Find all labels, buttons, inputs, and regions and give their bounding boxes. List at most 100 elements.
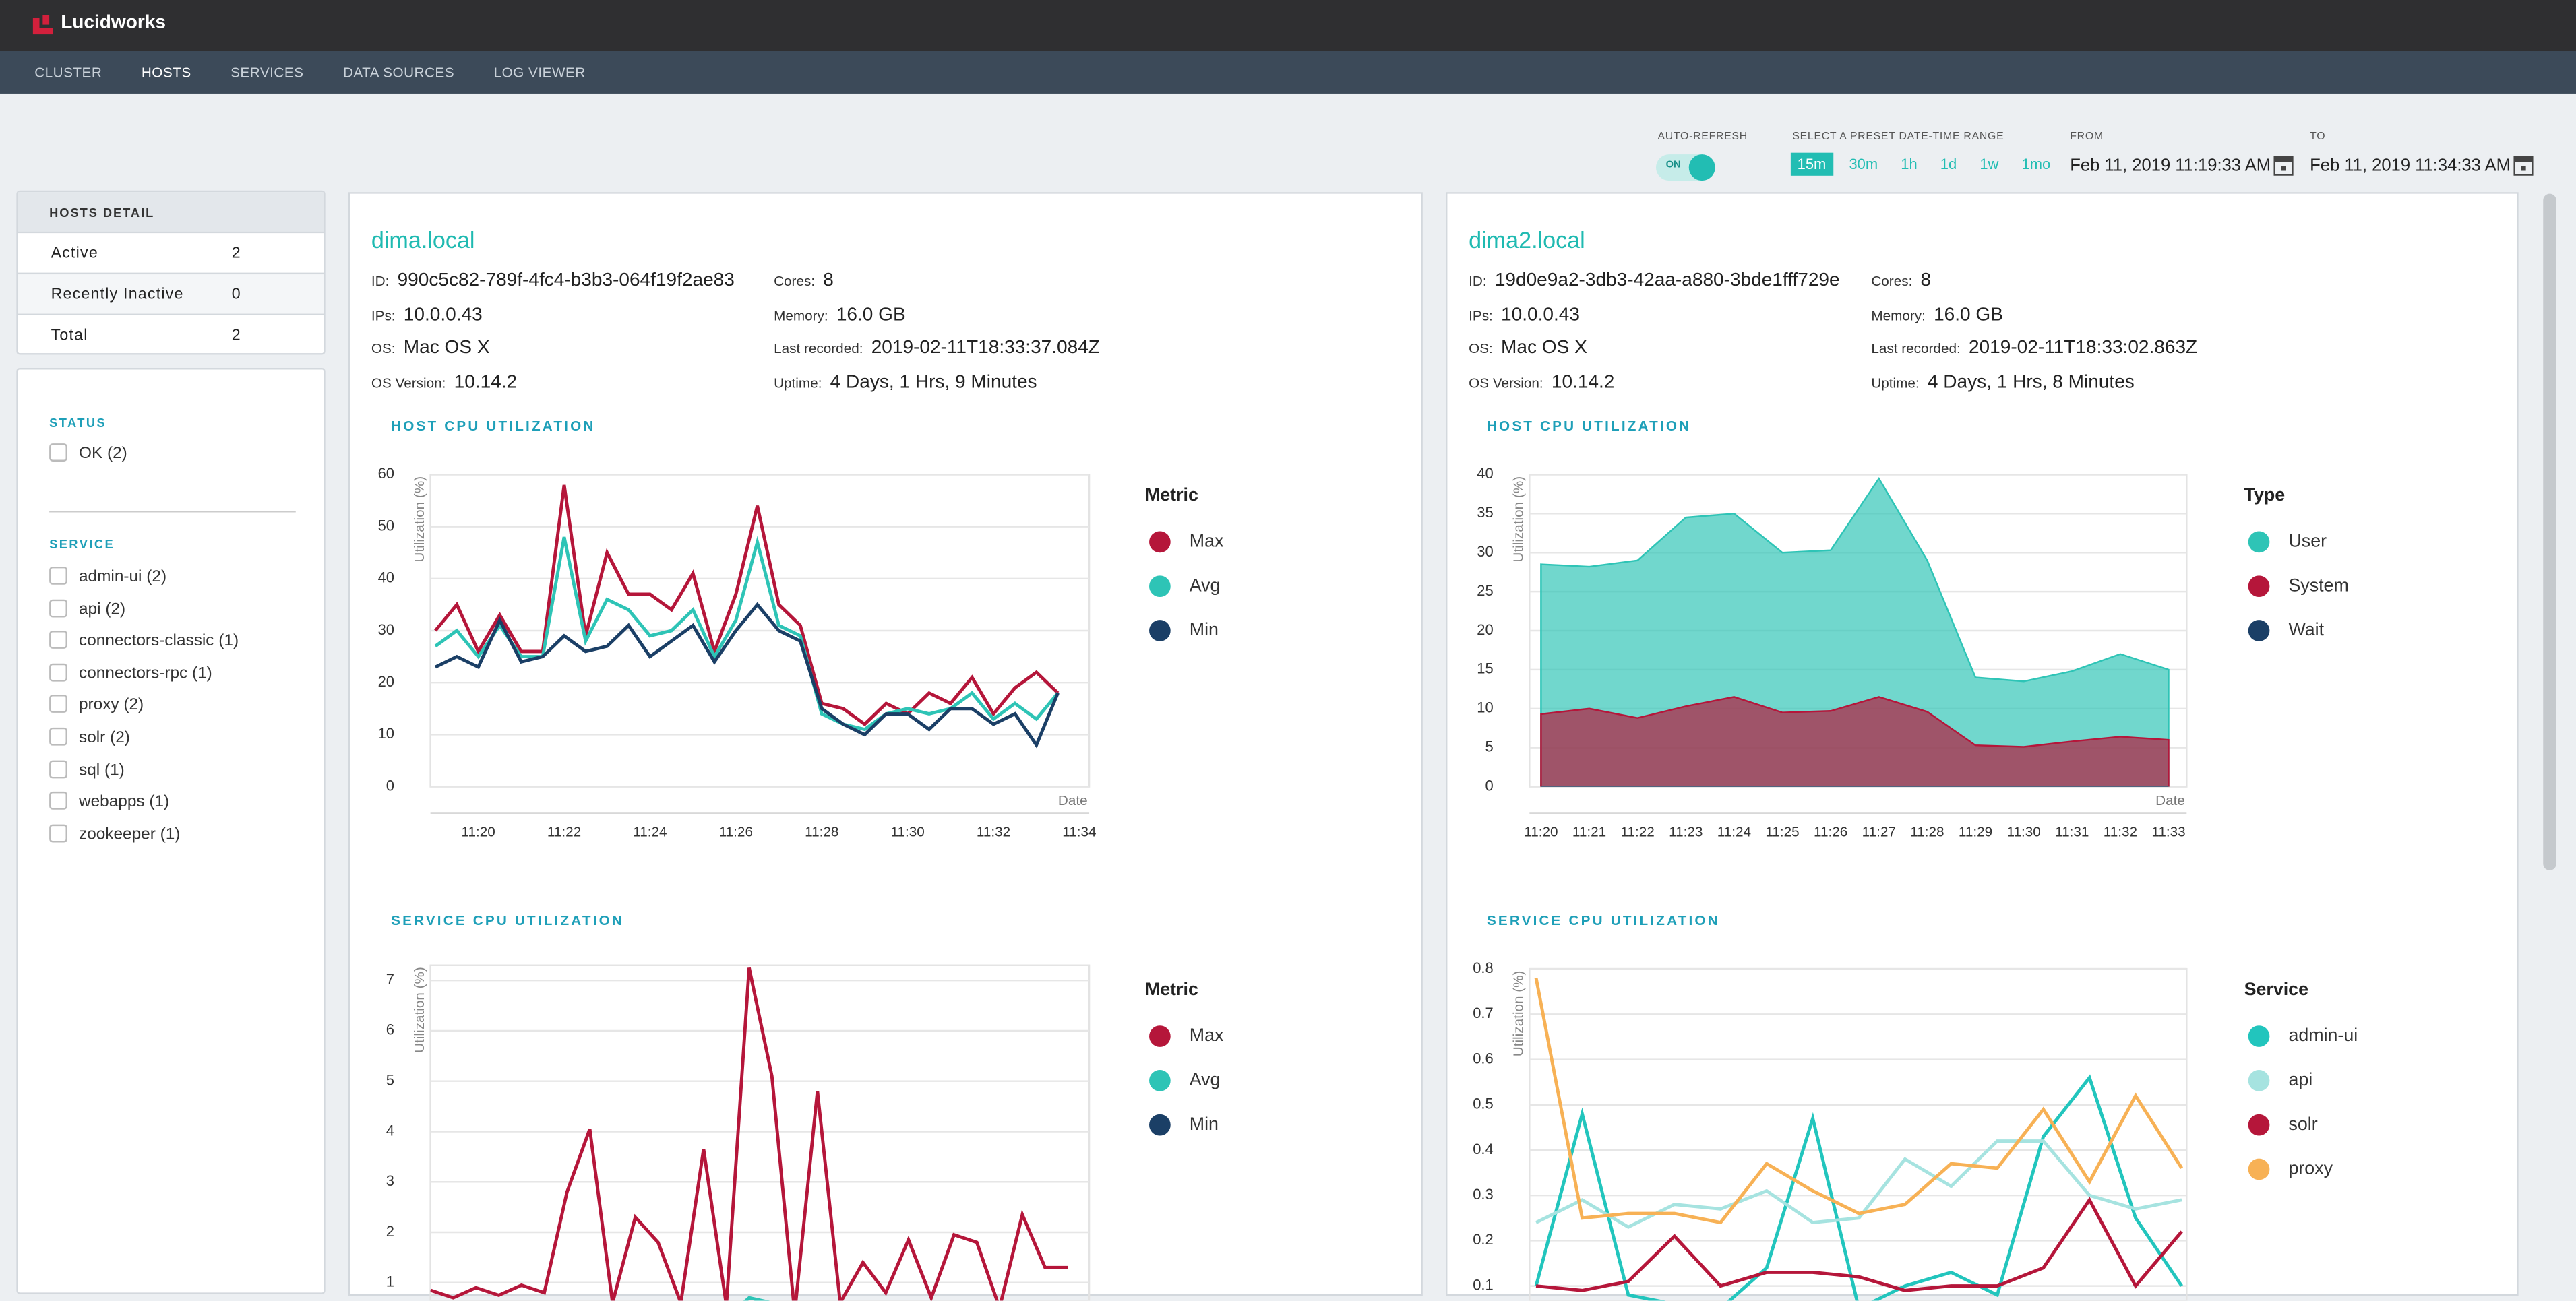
y-tick-label: 0.2: [1473, 1231, 1493, 1248]
nav-tab[interactable]: DATA SOURCES: [342, 64, 455, 81]
series-line: [1534, 978, 2184, 1225]
series-line: [434, 484, 1060, 727]
nav-tab[interactable]: LOG VIEWER: [493, 64, 586, 81]
filter-item[interactable]: connectors-classic (1): [49, 631, 239, 651]
y-tick-label: 50: [378, 517, 394, 534]
checkbox[interactable]: [49, 695, 67, 713]
filter-count: (1): [160, 825, 181, 844]
series-line: [1535, 1139, 2182, 1230]
y-tick-label: 2: [386, 1223, 394, 1240]
filter-item[interactable]: solr (2): [49, 727, 130, 747]
y-tick-label: 20: [378, 673, 394, 690]
filter-item[interactable]: admin-ui (2): [49, 566, 166, 586]
filter-name: webapps: [79, 793, 145, 812]
hosts-detail-panel: HOSTS DETAIL Active 2 Recently Inactive 0 To…: [16, 190, 326, 355]
filter-item[interactable]: OK (2): [49, 443, 127, 463]
x-tick-label: 11:25: [1765, 824, 1799, 839]
series-line: [430, 967, 1068, 1301]
host-field: Memory: 16.0 GB: [1871, 298, 2197, 331]
host-name[interactable]: dima2.local: [1469, 226, 1585, 253]
preset-button[interactable]: 15m: [1790, 152, 1833, 176]
preset-button[interactable]: 30m: [1849, 156, 1878, 172]
preset-button[interactable]: 1mo: [2021, 156, 2051, 172]
filter-item[interactable]: proxy (2): [49, 695, 144, 715]
filter-count: (1): [104, 761, 125, 780]
to-date[interactable]: Feb 11, 2019 11:34:33 AM: [2310, 156, 2511, 176]
checkbox[interactable]: [49, 824, 67, 842]
divider: [49, 511, 296, 513]
y-tick-label: 30: [1477, 543, 1493, 560]
detail-label: Recently Inactive: [51, 286, 184, 304]
nav-tab[interactable]: CLUSTER: [34, 64, 102, 81]
checkbox[interactable]: [49, 598, 67, 617]
logo-icon: [32, 14, 53, 35]
detail-label: Active: [51, 245, 98, 263]
plot: [1534, 978, 2184, 1301]
host-card: dima.local ID: 990c5c82-789f-4fc4-b3b3-064…: [348, 192, 1423, 1296]
field-value: Mac OS X: [1501, 338, 1587, 358]
x-tick-label: 11:23: [1669, 824, 1703, 839]
calendar-icon[interactable]: [2273, 154, 2294, 176]
field-value: 8: [1920, 271, 1932, 291]
from-date[interactable]: Feb 11, 2019 11:19:33 AM: [2070, 156, 2271, 176]
plot: [434, 484, 1060, 749]
y-tick-label: 0: [386, 777, 394, 794]
filter-count: (2): [107, 445, 127, 464]
detail-row: Recently Inactive 0: [18, 272, 324, 314]
x-tick-label: 11:20: [461, 824, 495, 839]
checkbox[interactable]: [49, 663, 67, 682]
legend-label: Wait: [2288, 619, 2324, 639]
legend-swatch: [2248, 1025, 2270, 1047]
field-label: Uptime:: [1871, 373, 1920, 390]
checkbox[interactable]: [49, 759, 67, 778]
panel-header: [18, 192, 324, 232]
checkbox[interactable]: [49, 792, 67, 811]
y-tick-label: 40: [378, 569, 394, 586]
y-tick-label: 10: [1477, 699, 1493, 716]
calendar-icon[interactable]: [2513, 154, 2534, 176]
y-axis-label: Utilization (%): [1511, 971, 1527, 1057]
host-field: ID: 990c5c82-789f-4fc4-b3b3-064f19f2ae83: [371, 264, 774, 298]
y-tick-label: 35: [1477, 504, 1493, 521]
host-field: ID: 19d0e9a2-3db3-42aa-a880-3bde1fff729e: [1469, 264, 1871, 298]
host-field: Cores: 8: [1871, 264, 2197, 298]
checkbox[interactable]: [49, 727, 67, 746]
filter-item[interactable]: sql (1): [49, 759, 125, 780]
field-label: ID:: [371, 272, 390, 289]
filter-name: connectors-classic: [79, 632, 214, 651]
preset-button[interactable]: 1h: [1901, 156, 1918, 172]
preset-button[interactable]: 1w: [1980, 156, 1999, 172]
y-tick-label: 5: [386, 1072, 394, 1089]
filter-item[interactable]: zookeeper (1): [49, 824, 180, 844]
filter-item[interactable]: webapps (1): [49, 792, 169, 812]
legend-swatch: [1149, 1114, 1171, 1136]
legend-swatch: [1149, 1025, 1171, 1047]
x-tick-label: 11:34: [1062, 824, 1096, 839]
field-label: ID:: [1469, 272, 1487, 289]
scrollbar[interactable]: [2543, 193, 2556, 870]
detail-label: Total: [51, 327, 88, 345]
auto-refresh-label: AUTO-REFRESH: [1657, 131, 1748, 144]
host-name[interactable]: dima.local: [371, 226, 475, 253]
plot-frame: [1529, 967, 2188, 1301]
brand: Lucidworks: [61, 13, 166, 33]
checkbox[interactable]: [49, 566, 67, 585]
series-line: [434, 536, 1060, 732]
filter-count: (2): [123, 697, 144, 716]
checkbox[interactable]: [49, 631, 67, 649]
field-value: 4 Days, 1 Hrs, 8 Minutes: [1927, 372, 2135, 392]
filter-item[interactable]: connectors-rpc (1): [49, 663, 212, 683]
x-tick-label: 11:28: [1910, 824, 1944, 839]
nav-tab[interactable]: SERVICES: [231, 64, 304, 81]
auto-refresh-toggle[interactable]: ON: [1656, 154, 1715, 181]
legend-label: admin-ui: [2288, 1025, 2358, 1045]
nav-tab[interactable]: HOSTS: [141, 64, 191, 81]
toggle-state: ON: [1665, 160, 1681, 171]
to-label: TO: [2310, 131, 2326, 144]
x-tick-label: 11:20: [1524, 824, 1558, 839]
checkbox[interactable]: [49, 443, 67, 462]
filter-item[interactable]: api (2): [49, 598, 125, 618]
filter-name: sql: [79, 761, 100, 780]
preset-button[interactable]: 1d: [1940, 156, 1957, 172]
host-field: Cores: 8: [774, 264, 1100, 298]
